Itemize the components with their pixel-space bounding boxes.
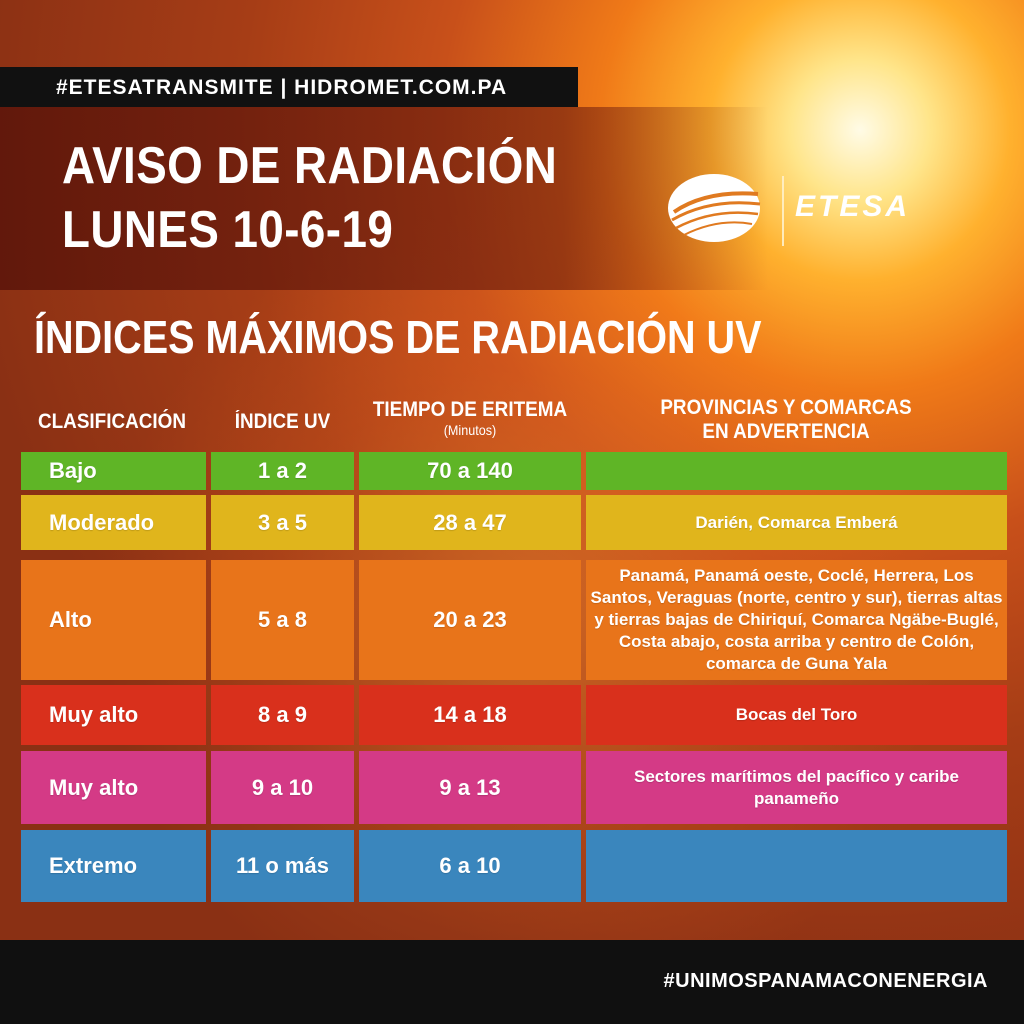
table-cell-tiempo: 9 a 13 xyxy=(359,751,581,824)
table-cell-clasificacion: Moderado xyxy=(21,495,206,550)
header-indice-uv: ÍNDICE UV xyxy=(234,410,331,433)
etesa-logo-icon xyxy=(668,174,761,242)
table-cell-indice: 3 a 5 xyxy=(211,495,354,550)
table-cell-clasificacion: Alto xyxy=(21,560,206,680)
table-cell-tiempo: 70 a 140 xyxy=(359,452,581,490)
table-cell-indice: 5 a 8 xyxy=(211,560,354,680)
table-cell-provincias xyxy=(586,452,1007,490)
footer-bar xyxy=(0,940,1024,1024)
page-date: LUNES 10-6-19 xyxy=(62,201,394,259)
table-cell-tiempo: 6 a 10 xyxy=(359,830,581,902)
hashtag-bar xyxy=(0,67,578,107)
table-cell-tiempo: 20 a 23 xyxy=(359,560,581,680)
table-cell-clasificacion: Muy alto xyxy=(21,685,206,745)
table-cell-provincias: Panamá, Panamá oeste, Coclé, Herrera, Lo… xyxy=(586,560,1007,680)
header-tiempo: TIEMPO DE ERITEMA (Minutos) xyxy=(362,398,578,438)
table-cell-clasificacion: Bajo xyxy=(21,452,206,490)
header-tiempo-label: TIEMPO DE ERITEMA xyxy=(372,398,568,421)
table-cell-indice: 11 o más xyxy=(211,830,354,902)
table-cell-provincias xyxy=(586,830,1007,902)
table-cell-clasificacion: Extremo xyxy=(21,830,206,902)
table-cell-clasificacion: Muy alto xyxy=(21,751,206,824)
header-provincias-line2: EN ADVERTENCIA xyxy=(702,420,870,443)
header-provincias-line1: PROVINCIAS Y COMARCAS xyxy=(660,396,912,419)
table-cell-indice: 8 a 9 xyxy=(211,685,354,745)
logo-text: ETESA xyxy=(795,190,911,223)
footer-hashtag: #UNIMOSPANAMACONENERGIA xyxy=(663,970,988,992)
header-provincias: PROVINCIAS Y COMARCAS EN ADVERTENCIA xyxy=(606,396,966,444)
hashtag-text: #ETESATRANSMITE | HIDROMET.COM.PA xyxy=(56,76,508,99)
table-cell-indice: 1 a 2 xyxy=(211,452,354,490)
logo-separator xyxy=(782,176,784,246)
table-cell-tiempo: 28 a 47 xyxy=(359,495,581,550)
header-tiempo-unit: (Minutos) xyxy=(443,422,497,438)
section-title: ÍNDICES MÁXIMOS DE RADIACIÓN UV xyxy=(34,311,762,363)
header-clasificacion: CLASIFICACIÓN xyxy=(37,410,187,433)
table-cell-indice: 9 a 10 xyxy=(211,751,354,824)
table-cell-provincias: Darién, Comarca Emberá xyxy=(586,495,1007,550)
table-cell-tiempo: 14 a 18 xyxy=(359,685,581,745)
page-title: AVISO DE RADIACIÓN xyxy=(62,137,558,195)
header-band xyxy=(0,107,1024,290)
table-cell-provincias: Bocas del Toro xyxy=(586,685,1007,745)
table-cell-provincias: Sectores marítimos del pacífico y caribe… xyxy=(586,751,1007,824)
